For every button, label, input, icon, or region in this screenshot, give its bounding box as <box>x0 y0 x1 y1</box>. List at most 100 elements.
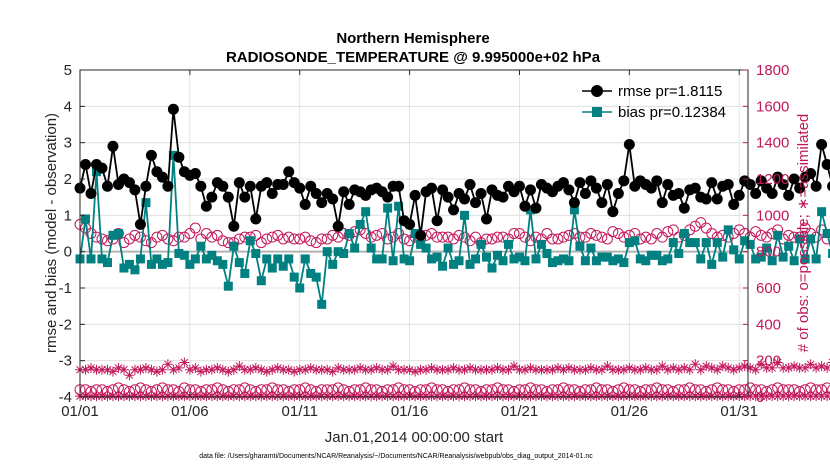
data-point <box>740 236 750 246</box>
data-point <box>596 197 608 209</box>
data-point <box>305 391 316 402</box>
data-point <box>777 178 789 190</box>
data-point <box>673 391 684 402</box>
data-point <box>558 391 569 402</box>
data-point <box>245 236 255 246</box>
data-point <box>339 248 349 258</box>
data-point <box>233 233 245 245</box>
data-point <box>601 233 613 245</box>
data-point <box>244 180 256 192</box>
data-point <box>233 177 245 189</box>
y-tick-label: -4 <box>59 389 72 406</box>
data-point <box>239 391 250 402</box>
data-point <box>190 362 201 373</box>
data-point <box>96 364 107 375</box>
data-point <box>388 391 399 402</box>
data-point <box>750 364 761 375</box>
data-point <box>558 254 568 264</box>
data-point <box>755 229 767 241</box>
data-point <box>119 263 129 273</box>
data-point <box>492 391 503 402</box>
data-point <box>366 391 377 402</box>
data-point <box>701 238 711 248</box>
data-point <box>700 193 712 205</box>
data-point <box>300 364 311 375</box>
data-point <box>426 182 438 194</box>
data-point <box>427 254 437 264</box>
data-point <box>189 222 201 234</box>
legend-bias-label: bias pr=0.12384 <box>618 104 726 121</box>
data-point <box>497 364 508 375</box>
data-point <box>273 254 283 264</box>
data-point <box>217 391 228 402</box>
data-point <box>701 391 712 402</box>
data-point <box>580 364 591 375</box>
data-point <box>612 188 624 200</box>
data-point <box>668 238 678 248</box>
data-point <box>744 178 756 190</box>
x-tick-label: 01/01 <box>61 403 99 420</box>
data-point <box>668 362 679 373</box>
data-point <box>410 366 421 377</box>
data-point <box>689 220 701 232</box>
data-point <box>113 362 124 373</box>
data-point <box>283 166 295 178</box>
data-point <box>140 180 152 192</box>
data-point <box>410 391 421 402</box>
data-point <box>229 241 239 251</box>
data-point <box>256 276 266 286</box>
data-point <box>277 178 289 190</box>
data-point <box>168 364 179 375</box>
data-point <box>289 272 299 282</box>
data-point <box>651 228 663 239</box>
data-point <box>262 254 272 264</box>
data-point <box>547 391 558 402</box>
data-point <box>547 364 558 375</box>
data-point <box>168 150 178 160</box>
data-point <box>806 234 816 244</box>
data-point <box>569 391 580 402</box>
data-point <box>442 191 454 203</box>
data-point <box>360 364 371 375</box>
data-point <box>108 230 118 240</box>
data-point <box>563 391 574 402</box>
legend-bias-marker <box>592 107 602 117</box>
data-point <box>761 231 773 243</box>
data-point <box>822 391 830 402</box>
data-point <box>372 254 382 264</box>
data-point <box>387 231 399 243</box>
data-point <box>575 241 585 251</box>
data-point <box>311 364 322 375</box>
data-point <box>811 391 822 402</box>
data-point <box>201 391 212 402</box>
data-point <box>800 391 811 402</box>
data-point <box>607 206 619 218</box>
data-point <box>558 364 569 375</box>
data-point <box>306 268 316 278</box>
data-point <box>733 224 745 236</box>
data-point <box>305 235 317 247</box>
data-point <box>789 391 800 402</box>
data-point <box>140 235 152 247</box>
data-point <box>783 229 795 241</box>
data-point <box>85 391 96 402</box>
data-point <box>811 362 822 373</box>
chart-subtitle: RADIOSONDE_TEMPERATURE @ 9.995000e+02 hP… <box>226 49 601 66</box>
data-point <box>327 366 338 377</box>
data-point <box>355 362 366 373</box>
data-point <box>217 235 229 247</box>
data-point <box>157 391 168 402</box>
y-axis-label-right: # of obs: o=possible; ∗=assimilated <box>795 114 812 353</box>
data-point <box>327 193 339 205</box>
data-point <box>596 231 608 243</box>
data-point <box>530 202 542 214</box>
data-point <box>503 239 513 249</box>
data-point <box>360 391 371 402</box>
data-point <box>514 252 524 262</box>
data-point <box>294 233 306 245</box>
data-point <box>756 252 766 262</box>
plot-frame <box>79 69 749 398</box>
data-point <box>195 180 207 192</box>
data-point <box>394 201 404 211</box>
data-point <box>498 256 508 266</box>
